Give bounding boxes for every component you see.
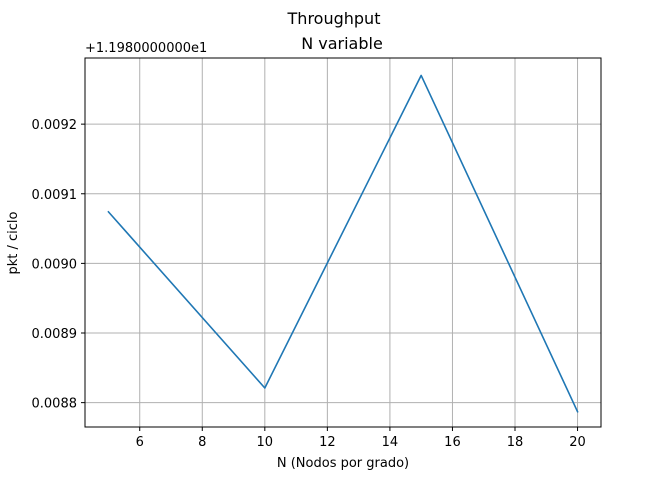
x-axis-label: N (Nodos por grado) bbox=[277, 456, 409, 471]
x-tick-label: 8 bbox=[198, 435, 206, 450]
y-tick-label: 0.0092 bbox=[32, 118, 78, 133]
series-line bbox=[107, 74, 579, 413]
chart-subtitle: N variable bbox=[301, 34, 383, 53]
chart-title: Throughput bbox=[287, 9, 381, 28]
x-tick-label: 18 bbox=[507, 435, 524, 450]
y-axis-label: pkt / ciclo bbox=[6, 211, 21, 274]
y-tick-label: 0.0088 bbox=[32, 397, 78, 412]
x-tick-label: 14 bbox=[382, 435, 399, 450]
grid-lines bbox=[85, 58, 601, 427]
x-tick-label: 20 bbox=[569, 435, 586, 450]
y-offset-label: +1.1980000000e1 bbox=[85, 41, 207, 56]
axis-ticks bbox=[81, 123, 579, 431]
y-tick-label: 0.0089 bbox=[32, 327, 78, 342]
x-tick-label: 12 bbox=[319, 435, 336, 450]
y-tick-label: 0.0090 bbox=[32, 257, 78, 272]
x-tick-label: 16 bbox=[444, 435, 461, 450]
x-tick-label: 10 bbox=[257, 435, 274, 450]
x-tick-label: 6 bbox=[136, 435, 144, 450]
y-tick-label: 0.0091 bbox=[32, 188, 78, 203]
series-layer bbox=[107, 74, 579, 413]
plot-frame bbox=[84, 57, 602, 428]
